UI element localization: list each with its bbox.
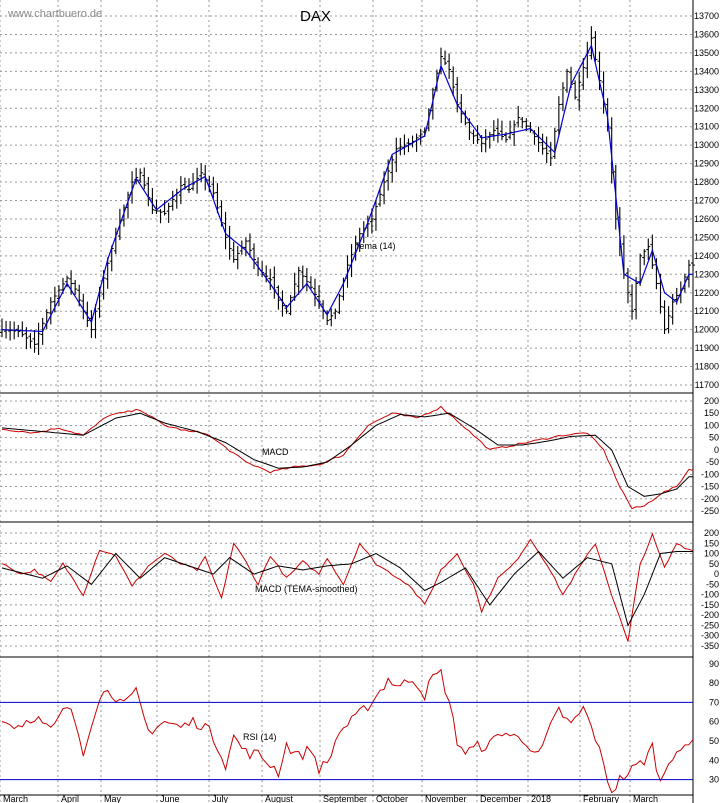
y-tick-label: 200 [704,396,719,406]
x-axis: March April May June July August September Octo… [3,794,658,803]
y-tick-label: 12400 [694,251,719,261]
y-tick-label: -150 [701,600,719,610]
y-tick-label: 12500 [694,232,719,242]
panel-title: RSI (14) [243,732,277,742]
y-tick-label: -200 [701,494,719,504]
macd-tema-panel: MACD (TEMA-smoothed) [1,532,694,642]
y-tick-label: -100 [701,590,719,600]
panel-title: MACD (TEMA-smoothed) [255,584,358,594]
x-tick-label: April [61,794,79,803]
x-tick-label: 2018 [531,794,551,803]
x-tick-label: September [323,794,367,803]
y-axes: 11700 11800 11900 12000 12100 12200 12300 12400… [694,11,719,785]
x-tick-label: October [376,794,408,803]
y-tick-label: -250 [701,506,719,516]
x-tick-label: February [583,794,620,803]
y-tick-label: 12000 [694,325,719,335]
x-tick-label: December [480,794,522,803]
y-tick-label: 80 [709,678,719,688]
y-tick-label: -100 [701,469,719,479]
y-tick-label: 100 [704,420,719,430]
y-tick-label: 70 [709,697,719,707]
y-tick-label: 13300 [694,85,719,95]
macd-panel: MACD [1,405,694,510]
series-line-signal [1,412,693,497]
y-tick-label: 13100 [694,122,719,132]
y-tick-label: 12300 [694,269,719,279]
x-tick-label: March [633,794,658,803]
y-tick-label: 12600 [694,214,719,224]
x-tick-label: July [212,794,229,803]
y-tick-label: 90 [709,659,719,669]
y-tick-label: 12100 [694,306,719,316]
watermark: www.chartbuero.de [7,8,102,20]
tema-label: Tema (14) [355,241,396,251]
x-tick-label: May [104,794,122,803]
y-tick-label: -200 [701,610,719,620]
y-tick-label: -150 [701,482,719,492]
y-tick-label: 12700 [694,196,719,206]
y-tick-label: 11900 [695,343,719,353]
y-tick-label: -250 [701,621,719,631]
y-tick-label: 200 [704,528,719,538]
rsi-panel: RSI (14) [0,668,694,794]
y-tick-label: 13600 [694,29,719,39]
y-tick-label: 12900 [694,159,719,169]
y-tick-label: 0 [714,445,719,455]
y-tick-label: -50 [706,457,719,467]
y-tick-label: -50 [706,579,719,589]
y-tick-label: 50 [709,736,719,746]
y-tick-label: 13500 [694,48,719,58]
y-tick-label: 13400 [694,66,719,76]
y-tick-label: 13200 [694,103,719,113]
panel-separators [0,0,694,803]
y-tick-label: 60 [709,717,719,727]
x-tick-label: August [265,794,294,803]
tema-line [1,43,693,333]
grid-lines [0,0,693,803]
series-line-macd [1,532,694,642]
x-tick-label: June [160,794,180,803]
x-tick-label: March [3,794,28,803]
y-tick-label: 40 [709,755,719,765]
y-tick-label: 150 [704,408,719,418]
panel-title: MACD [262,447,289,457]
x-tick-label: November [425,794,467,803]
series-line-rsi [1,668,694,794]
y-tick-label: 150 [704,538,719,548]
y-tick-label: 100 [704,549,719,559]
price-panel: Tema (14) [0,26,695,356]
y-tick-label: 11800 [695,362,719,372]
y-tick-label: 13000 [694,140,719,150]
y-tick-label: 0 [714,569,719,579]
series-line-signal [1,550,693,627]
y-tick-label: -350 [701,641,719,651]
series-line-macd [1,405,694,510]
y-tick-label: 30 [709,775,719,785]
y-tick-label: 50 [709,559,719,569]
y-tick-label: 13700 [694,11,719,21]
chart-title: DAX [300,8,331,25]
y-tick-label: 50 [709,433,719,443]
y-tick-label: 12800 [694,177,719,187]
y-tick-label: -300 [701,631,719,641]
y-tick-label: 12200 [694,288,719,298]
y-tick-label: 11700 [695,380,719,390]
